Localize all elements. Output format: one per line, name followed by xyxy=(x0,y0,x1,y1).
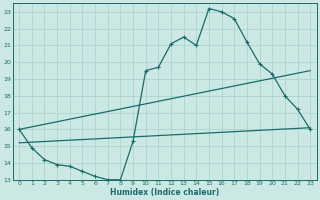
X-axis label: Humidex (Indice chaleur): Humidex (Indice chaleur) xyxy=(110,188,219,197)
